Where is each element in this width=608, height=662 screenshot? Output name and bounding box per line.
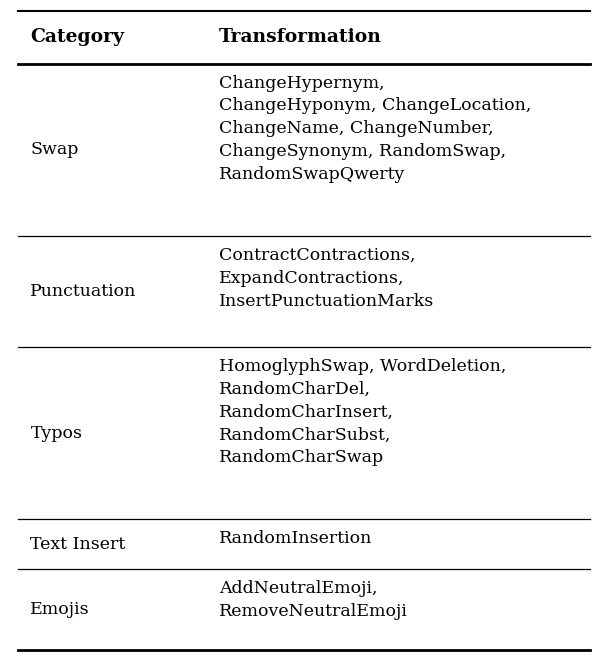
- Text: HomoglyphSwap, WordDeletion,
RandomCharDel,
RandomCharInsert,
RandomCharSubst,
R: HomoglyphSwap, WordDeletion, RandomCharD…: [219, 358, 506, 466]
- Text: Text Insert: Text Insert: [30, 536, 126, 553]
- Text: AddNeutralEmoji,
RemoveNeutralEmoji: AddNeutralEmoji, RemoveNeutralEmoji: [219, 580, 408, 620]
- Text: RandomInsertion: RandomInsertion: [219, 530, 372, 547]
- Text: Punctuation: Punctuation: [30, 283, 137, 300]
- Text: Typos: Typos: [30, 425, 83, 442]
- Text: Transformation: Transformation: [219, 28, 382, 46]
- Text: ContractContractions,
ExpandContractions,
InsertPunctuationMarks: ContractContractions, ExpandContractions…: [219, 247, 434, 310]
- Text: Emojis: Emojis: [30, 601, 90, 618]
- Text: ChangeHypernym,
ChangeHyponym, ChangeLocation,
ChangeName, ChangeNumber,
ChangeS: ChangeHypernym, ChangeHyponym, ChangeLoc…: [219, 75, 531, 183]
- Text: Swap: Swap: [30, 142, 79, 158]
- Text: Category: Category: [30, 28, 125, 46]
